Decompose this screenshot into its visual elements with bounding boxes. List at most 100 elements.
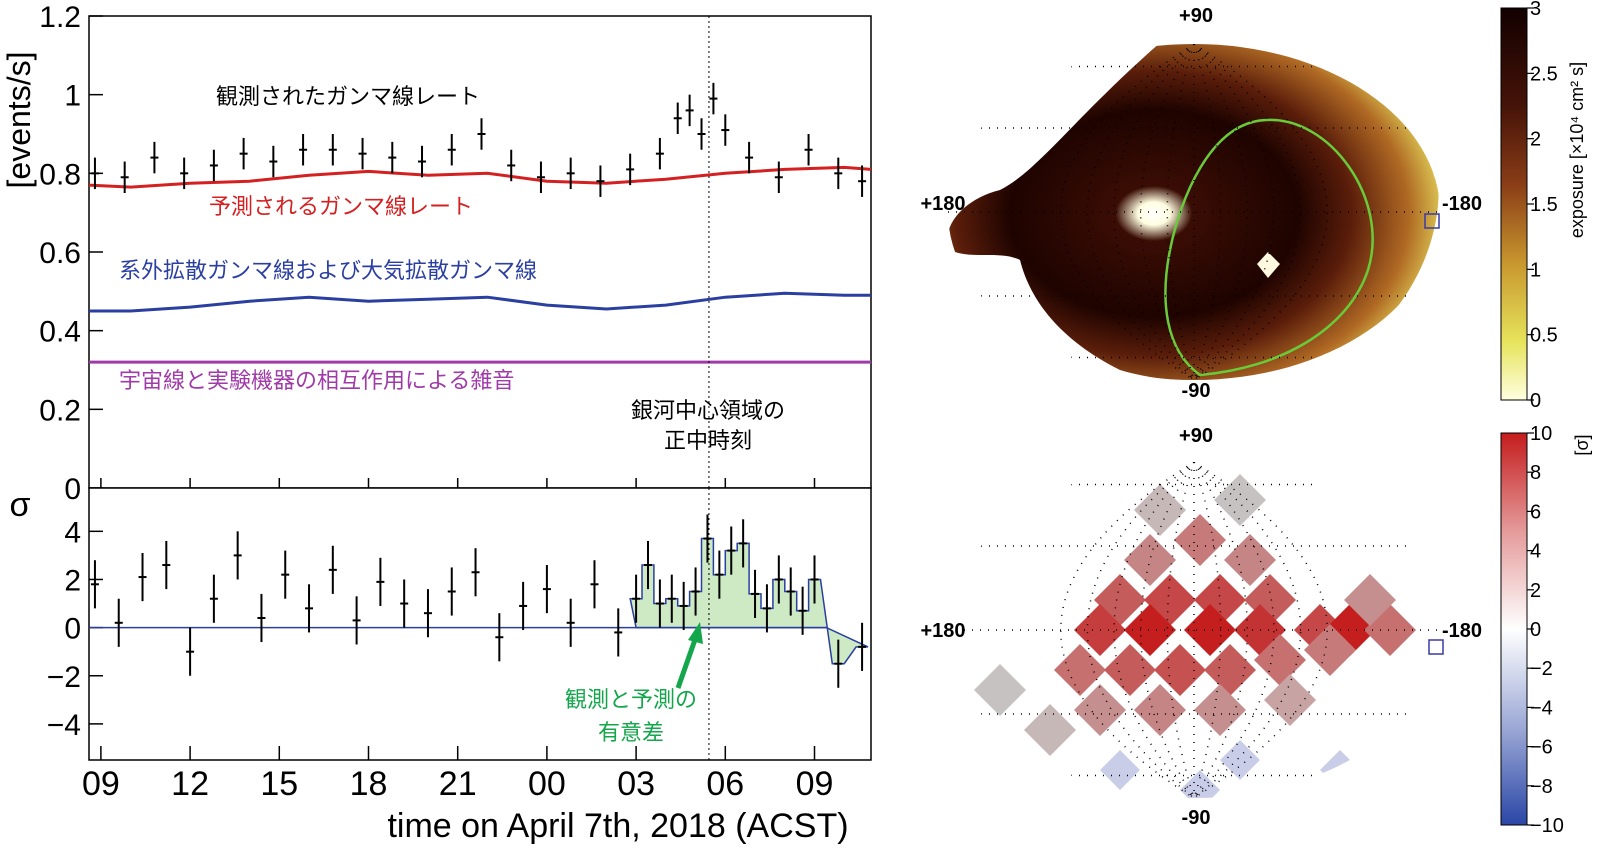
rate-y-ticks: 0 0.2 0.4 0.6 0.8 1 1.2 [39, 1, 103, 506]
significance-colorbar-tick-label: 8 [1530, 462, 1541, 484]
exposure-colorbar [1500, 7, 1528, 401]
exposure-grid [948, 44, 1440, 380]
significance-cell [1224, 534, 1276, 586]
time-x-tick-label: 00 [528, 765, 566, 803]
rate-observed-points [90, 82, 867, 197]
predicted-rate-label: 予測されるガンマ線レート [209, 195, 473, 220]
time-x-tick-label: 12 [171, 765, 209, 803]
significance-arrow-label-line2: 有意差 [598, 721, 664, 746]
significance-colorbar-tick-label: 6 [1530, 501, 1541, 523]
time-x-tick-label: 09 [796, 765, 834, 803]
significance-cell-negative [1100, 750, 1140, 790]
rate-frame [88, 15, 872, 489]
significance-colorbar-tick-label: −8 [1530, 776, 1553, 798]
exposure-colorbar-ticks: 0 0.5 1 1.5 2 2.5 3 [1527, 0, 1558, 412]
exposure-colorbar-tick-label: 3 [1530, 0, 1541, 20]
time-x-tick-label: 03 [617, 765, 655, 803]
noise-label: 宇宙線と実験機器の相互作用による雑音 [119, 369, 514, 394]
significance-cell-negative [1220, 740, 1260, 780]
time-x-tick-label: 09 [82, 765, 120, 803]
significance-colorbar-tick-label: −10 [1530, 815, 1564, 837]
exposure-contour [1164, 118, 1374, 377]
significance-colorbar-tick-label: −2 [1530, 658, 1553, 680]
rate-y-tick-label: 1.2 [39, 1, 81, 34]
rate-y-label: [events/s] [1, 52, 37, 189]
significance-cell [1204, 644, 1256, 696]
rate-y-tick-label: 0.4 [39, 316, 81, 349]
significance-y-tick-label: 4 [64, 516, 81, 549]
significance-cell [1054, 644, 1106, 696]
time-x-ticks: 09 12 15 18 21 00 03 06 09 [82, 478, 833, 803]
diffuse-line [89, 291, 871, 313]
significance-cell [1264, 674, 1316, 726]
significance-marker [1428, 639, 1444, 655]
exposure-label-top: +90 [1179, 5, 1213, 27]
significance-cell [1024, 704, 1076, 756]
time-x-tick-label: 21 [439, 765, 477, 803]
transit-label-line1: 銀河中心領域の [631, 399, 785, 424]
rate-y-tick-label: 0.6 [39, 237, 81, 270]
significance-cell [1254, 634, 1306, 686]
exposure-colorbar-tick-label: 2.5 [1530, 63, 1558, 85]
significance-panel: −4 −2 0 2 4 σ 09 12 15 18 21 00 03 06 09 time on Apr… [10, 478, 872, 845]
time-x-tick-label: 18 [350, 765, 388, 803]
exposure-map: +90 -90 +180 -180 0 0.5 1 1.5 2 2.5 3 exposure… [920, 0, 1587, 412]
significance-cell [1194, 684, 1246, 736]
significance-cell [1134, 484, 1186, 536]
significance-cell [974, 664, 1026, 716]
sigmap-label-right: -180 [1442, 620, 1482, 642]
exposure-colorbar-label: exposure [×10⁴ cm² s] [1567, 62, 1587, 238]
time-x-tick-label: 06 [706, 765, 744, 803]
significance-cell [1124, 604, 1176, 656]
significance-cell [1214, 474, 1266, 526]
exposure-label-bottom: -90 [1182, 380, 1211, 402]
significance-colorbar-ticks: 10 8 6 4 2 0 −2 −4 −6 −8 −10 [1527, 423, 1564, 837]
transit-label-line2: 正中時刻 [664, 429, 752, 454]
significance-colorbar [1500, 432, 1528, 826]
significance-colorbar-tick-label: 4 [1530, 541, 1541, 563]
significance-colorbar-tick-label: 10 [1530, 423, 1552, 445]
exposure-marker [1424, 213, 1440, 229]
significance-y-tick-label: −4 [47, 709, 81, 742]
significance-colorbar-tick-label: 2 [1530, 580, 1541, 602]
rate-y-tick-label: 1 [64, 80, 81, 113]
significance-y-ticks: −4 −2 0 2 4 [47, 516, 103, 742]
rate-panel: 0 0.2 0.4 0.6 0.8 1 1.2 [events/s] 観測されたガンマ線レー… [1, 1, 872, 506]
time-x-tick-label: 15 [260, 765, 298, 803]
significance-cell [1124, 534, 1176, 586]
significance-colorbar-tick-label: −4 [1530, 697, 1553, 719]
observed-rate-label: 観測されたガンマ線レート [216, 85, 480, 110]
exposure-colorbar-tick-label: 1 [1530, 259, 1541, 281]
significance-colorbar-tick-label: 0 [1530, 619, 1541, 641]
significance-cell-negative [1180, 770, 1220, 798]
significance-cell [1344, 574, 1396, 626]
significance-grid [948, 462, 1440, 798]
significance-cell [1104, 644, 1156, 696]
significance-cell [1184, 604, 1236, 656]
sigmap-label-bottom: -90 [1182, 807, 1211, 829]
exposure-colorbar-tick-label: 2 [1530, 129, 1541, 151]
exposure-colorbar-tick-label: 0 [1530, 390, 1541, 412]
rate-y-tick-label: 0 [64, 473, 81, 506]
significance-cell [1304, 624, 1356, 676]
rate-series [89, 165, 871, 364]
time-x-label: time on April 7th, 2018 (ACST) [387, 807, 848, 845]
significance-y-tick-label: 2 [64, 564, 81, 597]
significance-points [89, 514, 867, 688]
rate-y-tick-label: 0.2 [39, 394, 81, 427]
diffuse-label: 系外拡散ガンマ線および大気拡散ガンマ線 [119, 259, 537, 284]
exposure-label-left: +180 [920, 193, 965, 215]
significance-cell [1154, 644, 1206, 696]
rate-y-tick-label: 0.8 [39, 158, 81, 191]
significance-cell [1134, 684, 1186, 736]
significance-y-tick-label: −2 [47, 661, 81, 694]
exposure-colorbar-tick-label: 0.5 [1530, 325, 1558, 347]
exposure-colorbar-tick-label: 1.5 [1530, 194, 1558, 216]
significance-cell [1174, 514, 1226, 566]
significance-colorbar-label: [σ] [1572, 434, 1592, 455]
sigmap-label-top: +90 [1179, 425, 1213, 447]
exposure-peak [1257, 252, 1280, 278]
exposure-label-right: -180 [1442, 193, 1482, 215]
significance-colorbar-tick-label: −6 [1530, 737, 1553, 759]
